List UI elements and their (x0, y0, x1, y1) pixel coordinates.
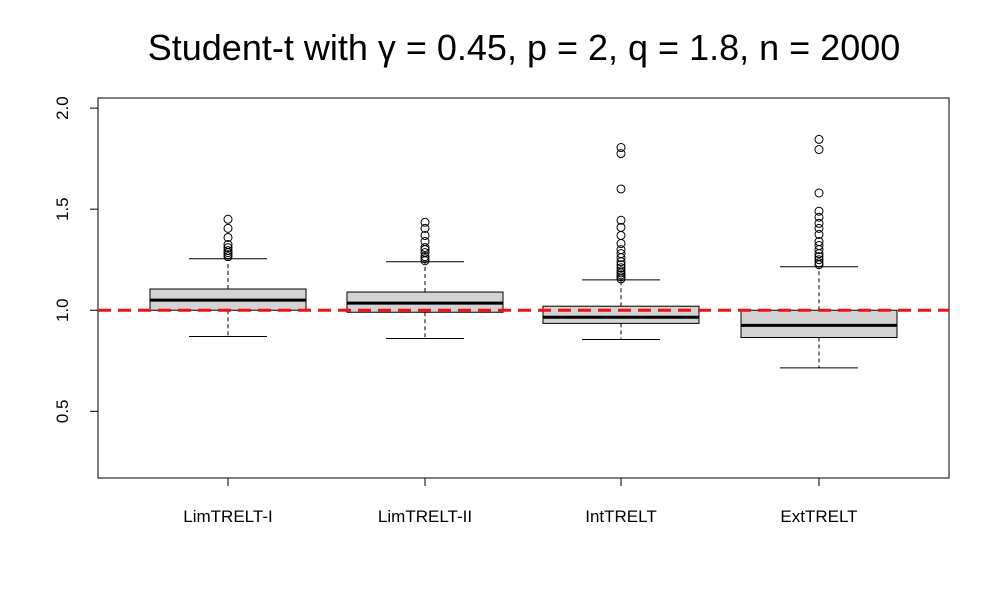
outlier-point (814, 229, 824, 239)
x-tick-label: LimTRELT-II (378, 507, 472, 526)
outlier-point (814, 206, 824, 216)
outlier-point (814, 258, 824, 268)
outlier-point (223, 214, 233, 224)
box-iqr (740, 309, 898, 339)
outlier-point (814, 252, 824, 262)
outlier-point (223, 243, 233, 253)
y-axis: 0.5 1.0 1.5 2.0 (53, 96, 98, 423)
outlier-point (616, 263, 626, 273)
box-group-limtrelt-ii (346, 217, 504, 340)
outlier-point (814, 255, 824, 265)
x-axis: LimTRELT-I LimTRELT-II IntTRELT ExtTRELT (183, 478, 858, 526)
x-tick-label: LimTRELT-I (183, 507, 272, 526)
outlier-point (814, 218, 824, 228)
outlier-point (616, 143, 626, 153)
outlier-point (223, 240, 233, 250)
box-group-exttrelt (740, 134, 898, 369)
outlier-point (223, 246, 233, 256)
chart-title: Student-t with γ = 0.45, p = 2, q = 1.8,… (148, 27, 901, 68)
y-tick-label: 1.5 (53, 197, 72, 221)
outlier-point (420, 252, 430, 262)
y-tick-label: 1.0 (53, 298, 72, 322)
x-tick-label: IntTRELT (585, 507, 656, 526)
outlier-point (616, 230, 626, 240)
outlier-point (814, 134, 824, 144)
outlier-point (814, 145, 824, 155)
outlier-point (616, 215, 626, 225)
outlier-point (616, 249, 626, 259)
outlier-point (420, 217, 430, 227)
outlier-point (616, 222, 626, 232)
plot-frame (97, 97, 950, 479)
outlier-point (814, 241, 824, 251)
outlier-point (420, 223, 430, 233)
outlier-point (223, 223, 233, 233)
outlier-point (420, 230, 430, 240)
outlier-point (814, 223, 824, 233)
outlier-point (814, 188, 824, 198)
boxes-layer (149, 134, 898, 369)
outlier-point (223, 232, 233, 242)
outlier-point (420, 248, 430, 258)
outlier-point (420, 243, 430, 253)
box-group-limtrelt-i (149, 214, 307, 338)
outlier-point (616, 184, 626, 194)
outlier-point (814, 237, 824, 247)
outlier-point (420, 237, 430, 247)
outlier-point (616, 239, 626, 249)
outlier-point (616, 149, 626, 159)
outlier-point (616, 266, 626, 276)
y-tick-label: 2.0 (53, 96, 72, 120)
y-tick-label: 0.5 (53, 399, 72, 423)
outlier-point (814, 212, 824, 222)
outlier-point (616, 245, 626, 255)
outlier-point (616, 260, 626, 270)
x-tick-label: ExtTRELT (780, 507, 857, 526)
